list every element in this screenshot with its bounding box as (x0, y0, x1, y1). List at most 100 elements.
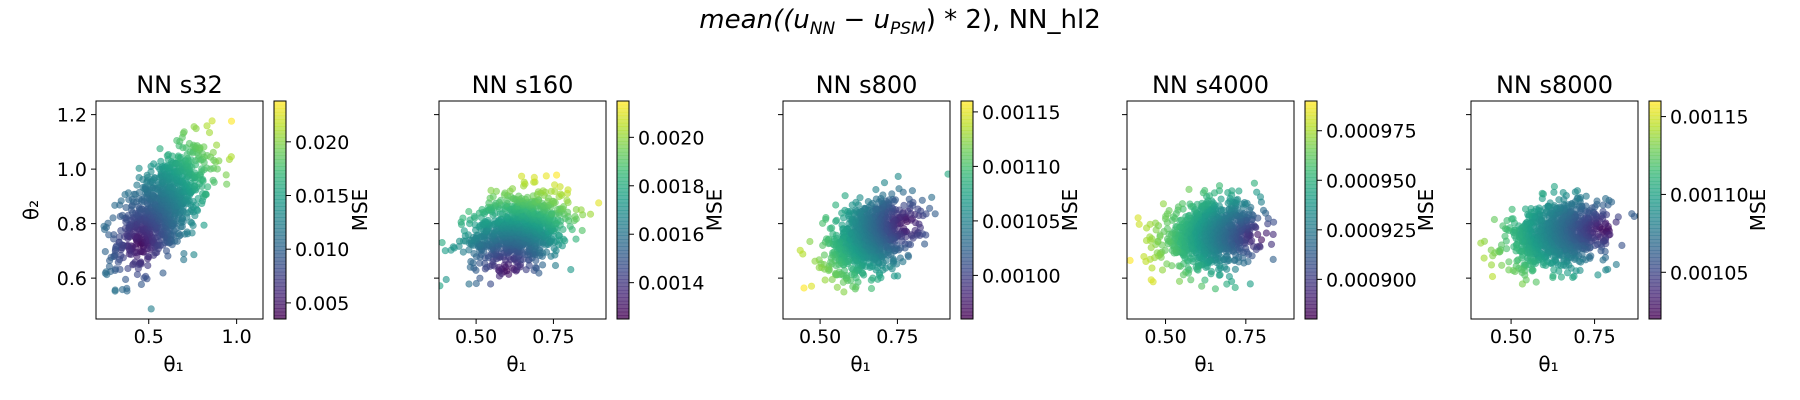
colorbar-segment (1305, 108, 1317, 113)
data-point (487, 186, 495, 194)
colorbar-segment (1305, 191, 1317, 196)
colorbar-segment (617, 315, 629, 320)
data-point (150, 160, 158, 168)
colorbar-segment (274, 315, 286, 320)
colorbar-segment (961, 260, 973, 265)
colorbar-segment (1305, 213, 1317, 218)
colorbar-segment (961, 289, 973, 295)
colorbar-segment (617, 199, 629, 204)
data-point (1215, 182, 1224, 190)
colorbar-segment (1305, 239, 1317, 244)
colorbar-tick-label: 0.010 (295, 239, 349, 261)
data-point (559, 235, 568, 243)
colorbar-segment (1649, 166, 1661, 171)
colorbar-segment (274, 304, 286, 309)
data-point (1142, 224, 1151, 232)
data-point (1594, 271, 1602, 279)
colorbar-segment (274, 253, 286, 258)
colorbar-segment (274, 166, 286, 171)
colorbar-tick-label: 0.005 (295, 293, 349, 315)
data-point (1175, 277, 1184, 285)
colorbar-segment (961, 202, 973, 207)
colorbar-frame (1304, 100, 1318, 320)
data-point (101, 269, 109, 277)
data-point (135, 174, 143, 182)
data-point (1231, 265, 1239, 273)
colorbar-segment (1649, 235, 1661, 240)
colorbar-segment (1305, 210, 1317, 215)
data-point (563, 196, 571, 204)
colorbar-segment (617, 253, 629, 258)
colorbar-segment (1305, 119, 1317, 124)
data-point (470, 212, 478, 220)
data-point (222, 171, 230, 179)
colorbar-segment (617, 304, 629, 309)
colorbar-segment (274, 268, 286, 273)
data-point (550, 181, 559, 189)
data-point (1505, 258, 1513, 266)
data-point (144, 261, 152, 270)
data-point (841, 192, 849, 200)
colorbar-segment (1649, 137, 1661, 142)
colorbar-segment (1649, 249, 1661, 255)
scatter-points (1477, 182, 1638, 288)
colorbar-segment (961, 122, 973, 127)
colorbar-segment (1305, 177, 1317, 182)
colorbar-segment (274, 199, 286, 204)
figure-title: mean((uNN − uPSM) * 2), NN_hl2 (699, 5, 1100, 39)
colorbar-segment (1649, 173, 1661, 178)
data-point (205, 129, 214, 137)
colorbar-segment (1649, 297, 1661, 302)
data-point (190, 251, 198, 259)
data-point (1254, 230, 1262, 238)
colorbar-segment (1649, 268, 1661, 273)
data-point (551, 187, 559, 195)
colorbar-segment (1305, 217, 1317, 222)
data-point (1521, 205, 1530, 213)
colorbar-segment (1305, 115, 1317, 120)
colorbar-segment (1305, 188, 1317, 193)
data-point (122, 203, 130, 212)
colorbar-segment (1305, 279, 1317, 284)
data-point (203, 122, 211, 130)
colorbar-segment (961, 140, 973, 146)
data-point (459, 248, 467, 256)
colorbar-segment (617, 188, 629, 193)
data-point (818, 219, 827, 227)
colorbar-segment (961, 275, 973, 280)
data-point (1269, 230, 1277, 238)
x-tick-label: 0.50 (455, 326, 497, 348)
colorbar-segment (1649, 260, 1661, 265)
colorbar-segment (1305, 271, 1317, 276)
colorbar-segment (1305, 162, 1317, 167)
data-point (180, 250, 188, 258)
colorbar-segment (1305, 286, 1317, 291)
y-axis-label: θ₂ (19, 200, 43, 220)
colorbar-segment (617, 115, 629, 120)
data-point (550, 197, 558, 205)
data-point (1252, 246, 1260, 254)
colorbar-segment (617, 206, 629, 211)
colorbar-segment (1649, 271, 1661, 276)
colorbar-segment (274, 242, 286, 247)
colorbar-segment (961, 300, 973, 305)
colorbar-segment (1305, 130, 1317, 135)
data-point (1134, 214, 1142, 222)
y-tick-label: 0.8 (57, 214, 87, 236)
colorbar-segment (961, 195, 973, 200)
data-point (928, 193, 936, 201)
subplot-title: NN s800 (816, 71, 918, 99)
data-point (1528, 267, 1536, 275)
colorbar-tick-label: 0.00110 (1670, 184, 1749, 206)
colorbar-label: MSE (1746, 189, 1770, 232)
data-point (1618, 241, 1626, 249)
colorbar-segment (961, 166, 973, 171)
colorbar-segment (617, 300, 629, 305)
colorbar-segment (617, 286, 629, 291)
data-point (1223, 280, 1231, 288)
colorbar-frame (1648, 100, 1662, 320)
colorbar-segment (617, 260, 629, 265)
colorbar-tick-label: 0.0016 (638, 224, 704, 246)
colorbar-label: MSE (348, 189, 372, 232)
colorbar-segment (1305, 166, 1317, 171)
